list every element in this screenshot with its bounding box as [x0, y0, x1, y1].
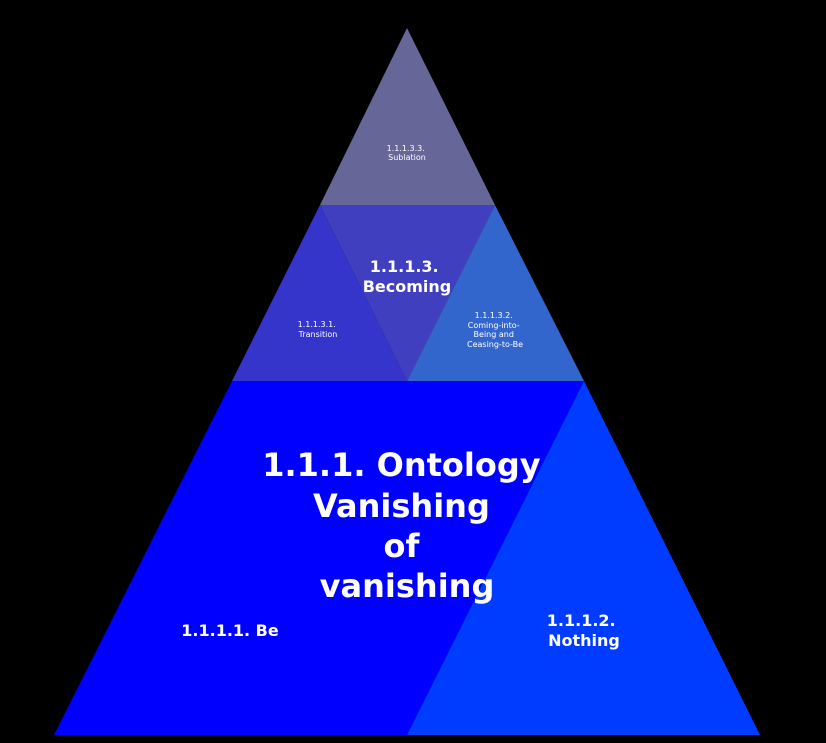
becoming-section [320, 205, 495, 381]
coming-label-line-4: Ceasing-to-Be [467, 340, 523, 349]
transition-label-line-1: 1.1.1.3.1. [298, 320, 336, 329]
nothing-label-line-1: 1.1.1.2. [547, 611, 616, 630]
transition-label-line-2: Transition [298, 330, 338, 339]
coming-label-line-3: Being and [474, 330, 514, 339]
sublation-label-line-1: 1.1.1.3.3. [387, 144, 425, 153]
coming-into-being-label: 1.1.1.3.2. Coming-into- Being and Ceasin… [467, 311, 523, 349]
transition-section [232, 205, 407, 381]
transition-label: 1.1.1.3.1. Transition [298, 320, 339, 339]
coming-into-being-section [407, 205, 584, 381]
ontology-label-line-3: of [383, 527, 420, 565]
nothing-label: 1.1.1.2. Nothing [547, 611, 621, 650]
ontology-section [54, 381, 584, 735]
coming-label-line-2: Coming-into- [468, 321, 520, 330]
sublation-label: 1.1.1.3.3. Sublation [387, 144, 428, 162]
ontology-label-line-1: 1.1.1. Ontology [262, 446, 541, 484]
becoming-label: 1.1.1.3. Becoming [363, 257, 452, 296]
becoming-label-line-1: 1.1.1.3. [370, 257, 439, 276]
ontology-label-line-2: Vanishing [313, 487, 490, 525]
nothing-label-line-2: Nothing [548, 631, 620, 650]
ontology-label-line-4: vanishing [320, 567, 495, 605]
nothing-section [407, 381, 760, 735]
sublation-label-line-2: Sublation [388, 153, 426, 162]
sublation-section [320, 28, 495, 205]
coming-label-line-1: 1.1.1.3.2. [475, 311, 513, 320]
becoming-label-line-2: Becoming [363, 277, 452, 296]
ontology-label: 1.1.1. Ontology Vanishing of vanishing [262, 446, 552, 605]
be-label: 1.1.1.1. Be [181, 621, 279, 640]
